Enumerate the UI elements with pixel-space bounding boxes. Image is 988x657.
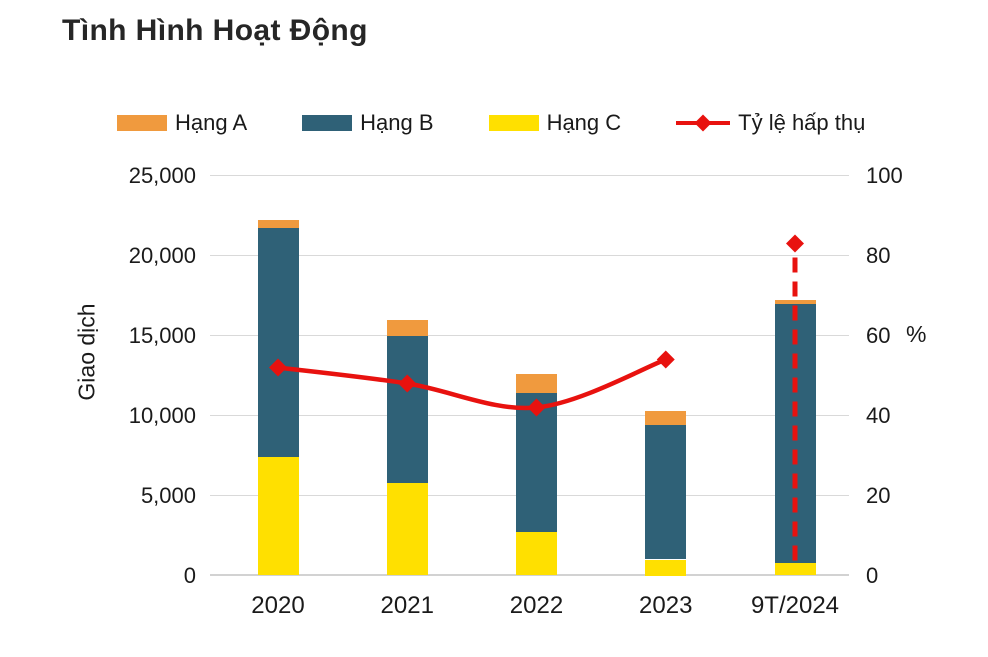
gridline: [210, 335, 849, 336]
legend-item: Hạng A: [117, 110, 247, 136]
legend-swatch-icon: [302, 115, 353, 131]
legend-item: Tỷ lệ hấp thụ: [676, 110, 865, 136]
right-tick-label: 20: [866, 482, 891, 508]
right-tick-label: 60: [866, 322, 891, 348]
right-tick-label: 40: [866, 402, 891, 428]
x-category-label: 2020: [251, 592, 305, 619]
gridline: [210, 175, 849, 176]
bar-segment-hạng-a: [774, 299, 816, 304]
bar-segment-hạng-b: [516, 393, 557, 533]
legend-label: Hạng B: [360, 110, 434, 135]
bar-segment-hạng-b: [386, 335, 428, 483]
right-tick-label: 80: [866, 242, 891, 268]
bar-segment-hạng-a: [257, 220, 299, 229]
bar-segment-hạng-b: [774, 303, 816, 563]
bar-segment-hạng-a: [516, 373, 557, 394]
legend-label: Hạng A: [175, 110, 248, 135]
left-tick-label: 0: [183, 562, 196, 588]
left-tick-label: 15,000: [128, 322, 196, 348]
chart-title: Tình Hình Hoạt Động: [62, 14, 368, 47]
legend-item: Hạng C: [488, 110, 622, 136]
diamond-marker: [656, 350, 675, 369]
x-category-label: 2023: [639, 592, 693, 619]
bar-segment-hạng-b: [257, 228, 299, 458]
bar-segment-hạng-c: [386, 482, 428, 576]
bar-segment-hạng-b: [645, 425, 687, 560]
x-category-label: 2021: [380, 592, 434, 619]
bar-segment-hạng-a: [645, 410, 687, 426]
left-tick-label: 10,000: [128, 402, 196, 428]
absorption-line: [275, 357, 668, 411]
bar-segment-hạng-c: [516, 532, 557, 576]
bar-segment-hạng-c: [645, 559, 687, 576]
bar-segment-hạng-c: [774, 562, 816, 576]
left-tick-label: 25,000: [128, 162, 196, 188]
right-tick-label: 0: [866, 562, 879, 588]
legend-swatch-icon: [117, 115, 167, 131]
bar-segment-hạng-c: [257, 457, 299, 576]
left-tick-label: 20,000: [128, 242, 196, 268]
left-axis-title: Giao dịch: [73, 303, 100, 401]
legend: Hạng A Hạng B Hạng C Tỷ lệ hấp thụ: [117, 110, 865, 136]
legend-label: Tỷ lệ hấp thụ: [738, 110, 866, 135]
legend-line-diamond-icon: [676, 114, 731, 132]
right-tick-label: 100: [866, 162, 903, 188]
x-category-label: 9T/2024: [750, 592, 840, 619]
gridline: [210, 255, 849, 256]
legend-label: Hạng C: [546, 110, 622, 135]
diamond-marker: [786, 234, 804, 253]
legend-item: Hạng B: [302, 110, 434, 136]
bar-segment-hạng-a: [386, 319, 428, 336]
legend-swatch-icon: [488, 115, 539, 131]
left-tick-label: 5,000: [140, 482, 196, 508]
right-axis-title: %: [906, 321, 927, 347]
x-category-label: 2022: [509, 592, 564, 619]
